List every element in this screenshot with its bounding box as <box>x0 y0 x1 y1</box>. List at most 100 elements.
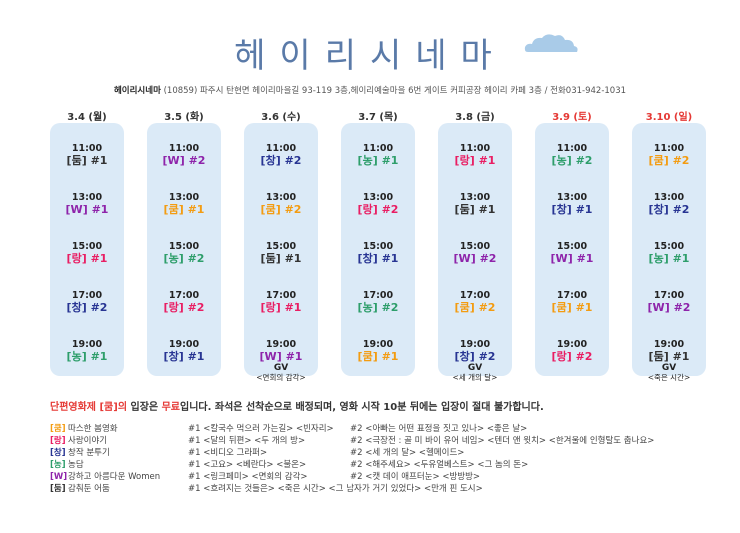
program-tag: [농] <box>551 154 572 167</box>
screening-slot[interactable]: 13:00 [쿰] #2 <box>244 192 318 216</box>
day-date: 3.8 (금) <box>455 112 495 123</box>
page-title: 헤이리시네마 <box>234 36 506 76</box>
screening-program: [창] #2 <box>244 154 318 167</box>
screening-slot[interactable]: 19:00 [둠] #1 GV <죽은 시간> <box>632 339 706 383</box>
screening-slot[interactable]: 11:00 [창] #2 <box>244 143 318 167</box>
program-number: #1 <box>91 203 109 216</box>
screening-slot[interactable]: 17:00 [쿰] #1 <box>535 290 609 314</box>
screening-slot[interactable]: 17:00 [쿰] #2 <box>438 290 512 314</box>
screening-slot[interactable]: 11:00 [둠] #1 <box>50 143 124 167</box>
screening-program: [농] #2 <box>535 154 609 167</box>
screening-slot[interactable]: 19:00 [농] #1 <box>50 339 124 363</box>
screening-slot[interactable]: 17:00 [W] #2 <box>632 290 706 314</box>
screening-slot[interactable]: 13:00 [창] #2 <box>632 192 706 216</box>
day-schedule: 11:00 [창] #2 13:00 [쿰] #2 15:00 [둠] #1 17:00 [랑… <box>244 123 318 382</box>
screening-program: [W] #1 <box>244 350 318 363</box>
program-tag: [쿰] <box>260 203 281 216</box>
screening-slot[interactable]: 13:00 [둠] #1 <box>438 192 512 216</box>
screening-slot[interactable]: 11:00 [W] #2 <box>147 143 221 167</box>
day-date: 3.7 (목) <box>358 112 398 123</box>
screening-program: [농] #1 <box>341 154 415 167</box>
legend-films-1: #1 <링크페미> <면회의 감각> <box>188 472 308 482</box>
program-number: #2 <box>479 252 497 265</box>
program-number: #1 <box>187 350 205 363</box>
screening-time: 13:00 <box>71 192 103 203</box>
program-number: #1 <box>575 301 593 314</box>
program-number: #2 <box>187 301 205 314</box>
screening-slot[interactable]: 11:00 [농] #1 <box>341 143 415 167</box>
screening-program: [둠] #1 <box>438 203 512 216</box>
screening-slot[interactable]: 13:00 [W] #1 <box>50 192 124 216</box>
legend-name: 강하고 아름다운 Women <box>68 472 161 482</box>
screening-slot[interactable]: 19:00 [창] #2 GV <세 개의 달> <box>438 339 512 383</box>
cinema-name: 헤이리시네마 <box>113 86 161 96</box>
screening-time: 17:00 <box>362 290 394 301</box>
screening-slot[interactable]: 15:00 [농] #1 <box>632 241 706 265</box>
legend-row: [랑] 사랑이야기 #1 <달의 뒤편> <두 개의 방> #2 <극장전 : 골 미… <box>50 435 730 447</box>
program-tag: [W] <box>65 203 88 216</box>
program-number: #2 <box>381 301 399 314</box>
notice-free: 무료 <box>161 402 181 413</box>
day-schedule: 11:00 [농] #1 13:00 [랑] #2 15:00 [창] #1 17:00 [농… <box>341 123 415 376</box>
screening-slot[interactable]: 19:00 [쿰] #1 <box>341 339 415 363</box>
legend-films-1: #1 <칼국수 먹으러 가는길> <빈자리> <box>188 424 334 434</box>
program-tag: [쿰] <box>357 350 378 363</box>
program-tag: [랑] <box>454 154 475 167</box>
program-tag: [창] <box>454 350 475 363</box>
screening-slot[interactable]: 19:00 [랑] #2 <box>535 339 609 363</box>
screening-program: [농] #2 <box>147 252 221 265</box>
screening-slot[interactable]: 17:00 [랑] #1 <box>244 290 318 314</box>
screening-slot[interactable]: 15:00 [창] #1 <box>341 241 415 265</box>
screening-slot[interactable]: 19:00 [W] #1 GV <면회의 감각> <box>244 339 318 383</box>
legend-films-1: #1 <고요> <베란다> <불온> <box>188 460 307 470</box>
screening-program: [랑] #1 <box>438 154 512 167</box>
gv-label: GV <box>661 363 677 373</box>
screening-time: 19:00 <box>265 339 297 350</box>
screening-slot[interactable]: 11:00 [농] #2 <box>535 143 609 167</box>
screening-slot[interactable]: 13:00 [랑] #2 <box>341 192 415 216</box>
program-number: #2 <box>188 154 206 167</box>
day-schedule: 11:00 [W] #2 13:00 [쿰] #1 15:00 [농] #2 17:00 [랑… <box>147 123 221 376</box>
screening-slot[interactable]: 15:00 [랑] #1 <box>50 241 124 265</box>
screening-slot[interactable]: 17:00 [창] #2 <box>50 290 124 314</box>
program-tag: [쿰] <box>551 301 572 314</box>
screening-slot[interactable]: 15:00 [농] #2 <box>147 241 221 265</box>
screening-program: [창] #1 <box>341 252 415 265</box>
screening-time: 19:00 <box>71 339 103 350</box>
program-number: #1 <box>381 252 399 265</box>
screening-slot[interactable]: 15:00 [둠] #1 <box>244 241 318 265</box>
notice-festival: 단편영화제 [쿰]의 <box>50 402 128 413</box>
screening-slot[interactable]: 17:00 [랑] #2 <box>147 290 221 314</box>
screening-slot[interactable]: 17:00 [농] #2 <box>341 290 415 314</box>
screening-program: [W] #2 <box>147 154 221 167</box>
program-number: #1 <box>284 301 302 314</box>
screening-slot[interactable]: 19:00 [창] #1 <box>147 339 221 363</box>
legend-films-1: #1 <비디오 그라퍼> <box>188 448 268 458</box>
program-number: #1 <box>575 203 593 216</box>
screening-slot[interactable]: 13:00 [창] #1 <box>535 192 609 216</box>
screening-time: 13:00 <box>459 192 491 203</box>
gv-label: GV <box>273 363 289 373</box>
screening-time: 15:00 <box>265 241 297 252</box>
legend-tag: [창] <box>50 448 66 458</box>
program-tag: [농] <box>357 154 378 167</box>
day-column: 3.8 (금) 11:00 [랑] #1 13:00 [둠] #1 15:00 [W] #2… <box>438 108 512 382</box>
screening-slot[interactable]: 15:00 [W] #1 <box>535 241 609 265</box>
screening-time: 17:00 <box>653 290 685 301</box>
program-number: #2 <box>673 301 691 314</box>
notice-text-rest: 입니다. 좌석은 선착순으로 배정되며, 영화 시작 10분 뒤에는 입장이 절… <box>180 402 544 413</box>
screening-slot[interactable]: 11:00 [랑] #1 <box>438 143 512 167</box>
screening-time: 19:00 <box>556 339 588 350</box>
screening-time: 17:00 <box>459 290 491 301</box>
day-schedule: 11:00 [둠] #1 13:00 [W] #1 15:00 [랑] #1 17:00 [창… <box>50 123 124 376</box>
screening-slot[interactable]: 13:00 [쿰] #1 <box>147 192 221 216</box>
screening-time: 15:00 <box>459 241 491 252</box>
screening-slot[interactable]: 11:00 [쿰] #2 <box>632 143 706 167</box>
program-tag: [창] <box>66 301 87 314</box>
legend-tag: [쿰] <box>50 424 66 434</box>
screening-program: [쿰] #1 <box>147 203 221 216</box>
screening-slot[interactable]: 15:00 [W] #2 <box>438 241 512 265</box>
program-number: #2 <box>284 154 302 167</box>
program-tag: [W] <box>162 154 185 167</box>
program-number: #1 <box>285 350 303 363</box>
